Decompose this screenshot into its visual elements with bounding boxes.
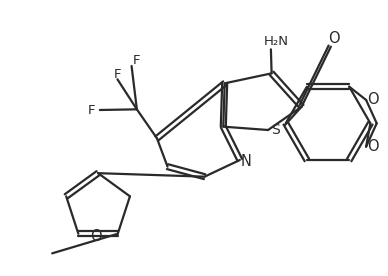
Text: N: N (241, 155, 251, 169)
Text: H₂N: H₂N (263, 35, 288, 48)
Text: O: O (328, 31, 340, 46)
Text: F: F (114, 68, 121, 81)
Text: O: O (367, 92, 379, 107)
Text: S: S (271, 123, 279, 137)
Text: F: F (88, 104, 95, 116)
Text: O: O (367, 139, 379, 154)
Text: F: F (133, 54, 140, 68)
Text: O: O (90, 229, 102, 244)
